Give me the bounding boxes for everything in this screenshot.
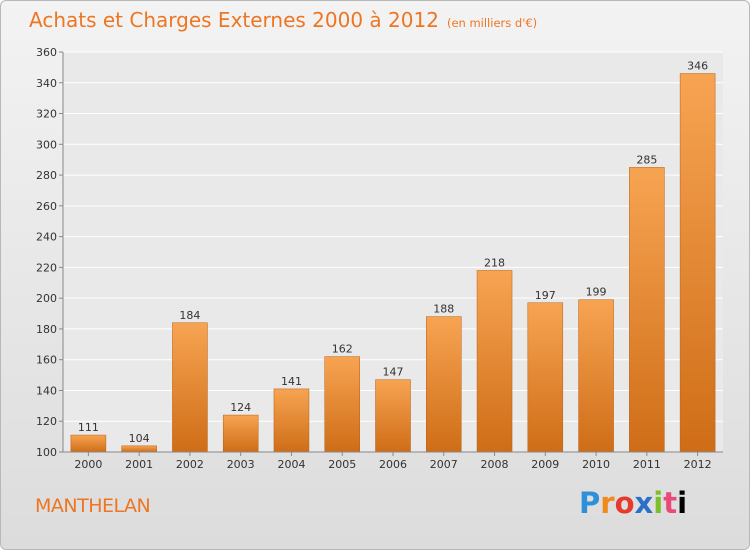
bar <box>70 434 107 453</box>
data-label: 124 <box>230 401 251 414</box>
bar <box>121 445 157 453</box>
data-label: 147 <box>383 366 404 379</box>
y-tick-label: 360 <box>36 46 57 59</box>
bar <box>273 388 310 453</box>
logo-letter: i <box>677 486 688 520</box>
data-label: 104 <box>129 432 150 445</box>
bar <box>324 356 360 453</box>
data-label: 111 <box>78 421 99 434</box>
x-tick-label: 2012 <box>684 458 712 471</box>
data-label: 346 <box>687 60 708 73</box>
logo-letter: t <box>663 486 678 520</box>
bar <box>578 299 614 453</box>
x-tick-label: 2001 <box>125 458 153 471</box>
y-tick-label: 280 <box>36 169 57 182</box>
y-tick-label: 200 <box>36 292 57 305</box>
y-tick-label: 100 <box>36 446 57 459</box>
logo-letter: o <box>614 486 635 520</box>
chart-subtitle: (en milliers d'€) <box>446 16 538 30</box>
logo-letter: r <box>600 486 615 520</box>
bar <box>527 302 564 453</box>
y-tick-label: 300 <box>36 138 57 151</box>
y-tick-label: 140 <box>36 384 57 397</box>
chart-title: Achats et Charges Externes 2000 à 2012 (e… <box>29 8 537 32</box>
x-tick-label: 2007 <box>430 458 458 471</box>
bar <box>679 73 716 453</box>
proxiti-logo[interactable]: Proxiti <box>579 486 687 520</box>
bar <box>172 322 208 453</box>
x-tick-label: 2005 <box>328 458 356 471</box>
y-tick-label: 180 <box>36 323 57 336</box>
data-label: 199 <box>586 286 607 299</box>
chart-title-text: Achats et Charges Externes 2000 à 2012 <box>29 8 439 32</box>
bar <box>426 316 462 453</box>
y-tick-label: 160 <box>36 354 57 367</box>
y-tick-label: 240 <box>36 231 57 244</box>
axes: 100 120 140 160 180 200 220 240 260 280 300 320 340 3… <box>36 46 723 471</box>
x-tick-label: 2003 <box>227 458 255 471</box>
x-tick-label: 2002 <box>176 458 204 471</box>
data-label: 197 <box>535 289 556 302</box>
y-tick-label: 340 <box>36 77 57 90</box>
y-tick-label: 220 <box>36 261 57 274</box>
bars: 111 104 184 124 141 162 147 188 218 197 199 285 346 <box>70 60 716 453</box>
bar <box>375 379 411 453</box>
x-tick-label: 2006 <box>379 458 407 471</box>
place-name: MANTHELAN <box>35 495 151 517</box>
logo-letter: i <box>653 486 664 520</box>
x-tick-label: 2010 <box>582 458 610 471</box>
data-label: 285 <box>636 153 657 166</box>
x-tick-label: 2004 <box>277 458 305 471</box>
bar <box>629 167 665 453</box>
x-tick-label: 2009 <box>531 458 559 471</box>
data-label: 141 <box>281 375 302 388</box>
logo-letter: P <box>579 486 601 520</box>
x-tick-label: 2011 <box>633 458 661 471</box>
data-label: 162 <box>332 343 353 356</box>
data-label: 218 <box>484 256 505 269</box>
data-label: 188 <box>433 303 454 316</box>
y-tick-label: 120 <box>36 415 57 428</box>
x-tick-label: 2008 <box>481 458 509 471</box>
bar <box>476 270 513 453</box>
x-tick-label: 2000 <box>74 458 102 471</box>
y-tick-label: 320 <box>36 108 57 121</box>
y-tick-label: 260 <box>36 200 57 213</box>
logo-letter: x <box>634 486 654 520</box>
bar <box>222 414 259 453</box>
data-label: 184 <box>179 309 200 322</box>
